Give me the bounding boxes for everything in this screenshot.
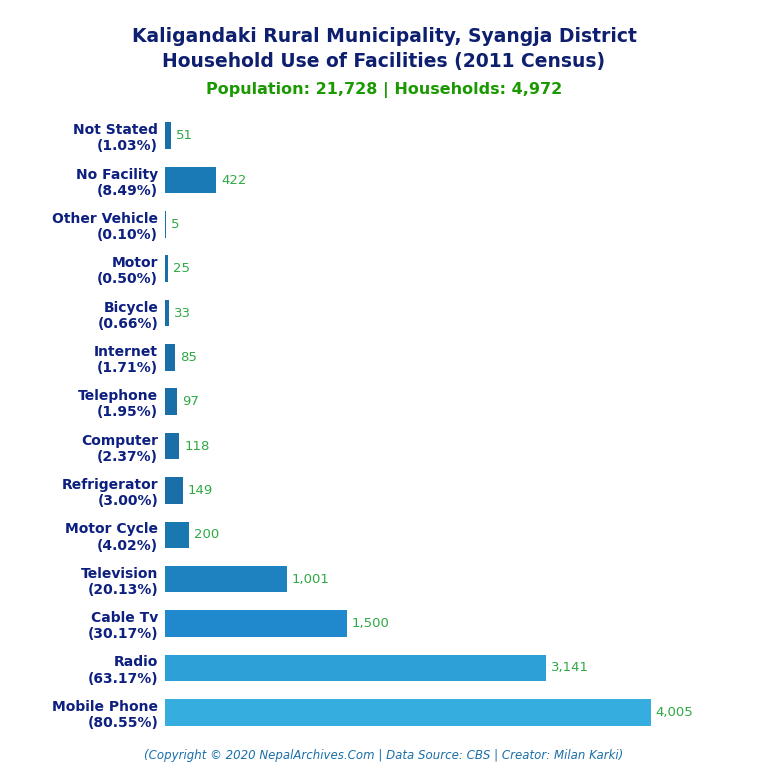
Text: 33: 33 <box>174 306 191 319</box>
Text: Kaligandaki Rural Municipality, Syangja District: Kaligandaki Rural Municipality, Syangja … <box>131 27 637 46</box>
Text: Population: 21,728 | Households: 4,972: Population: 21,728 | Households: 4,972 <box>206 82 562 98</box>
Bar <box>165 122 171 149</box>
Bar <box>165 611 347 637</box>
Text: 4,005: 4,005 <box>656 706 694 719</box>
Text: 200: 200 <box>194 528 220 541</box>
Bar <box>165 566 286 592</box>
Bar <box>165 256 168 282</box>
Bar <box>165 344 175 371</box>
Text: 422: 422 <box>221 174 247 187</box>
Text: 97: 97 <box>182 396 199 409</box>
Text: Household Use of Facilities (2011 Census): Household Use of Facilities (2011 Census… <box>163 52 605 71</box>
Text: 1,001: 1,001 <box>291 573 329 586</box>
Text: 5: 5 <box>170 218 179 231</box>
Text: 85: 85 <box>180 351 197 364</box>
Bar <box>165 699 651 726</box>
Bar <box>165 477 184 504</box>
Bar <box>165 300 169 326</box>
Text: 51: 51 <box>176 129 194 142</box>
Bar <box>165 167 217 194</box>
Bar <box>165 389 177 415</box>
Bar <box>165 654 546 681</box>
Bar <box>165 521 190 548</box>
Bar <box>165 433 180 459</box>
Text: 118: 118 <box>184 439 210 452</box>
Text: (Copyright © 2020 NepalArchives.Com | Data Source: CBS | Creator: Milan Karki): (Copyright © 2020 NepalArchives.Com | Da… <box>144 749 624 762</box>
Text: 149: 149 <box>188 484 214 497</box>
Text: 1,500: 1,500 <box>352 617 390 630</box>
Text: 25: 25 <box>173 262 190 275</box>
Text: 3,141: 3,141 <box>551 661 589 674</box>
